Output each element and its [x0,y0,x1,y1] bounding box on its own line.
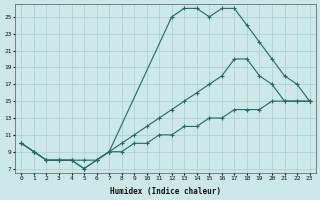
X-axis label: Humidex (Indice chaleur): Humidex (Indice chaleur) [110,187,221,196]
